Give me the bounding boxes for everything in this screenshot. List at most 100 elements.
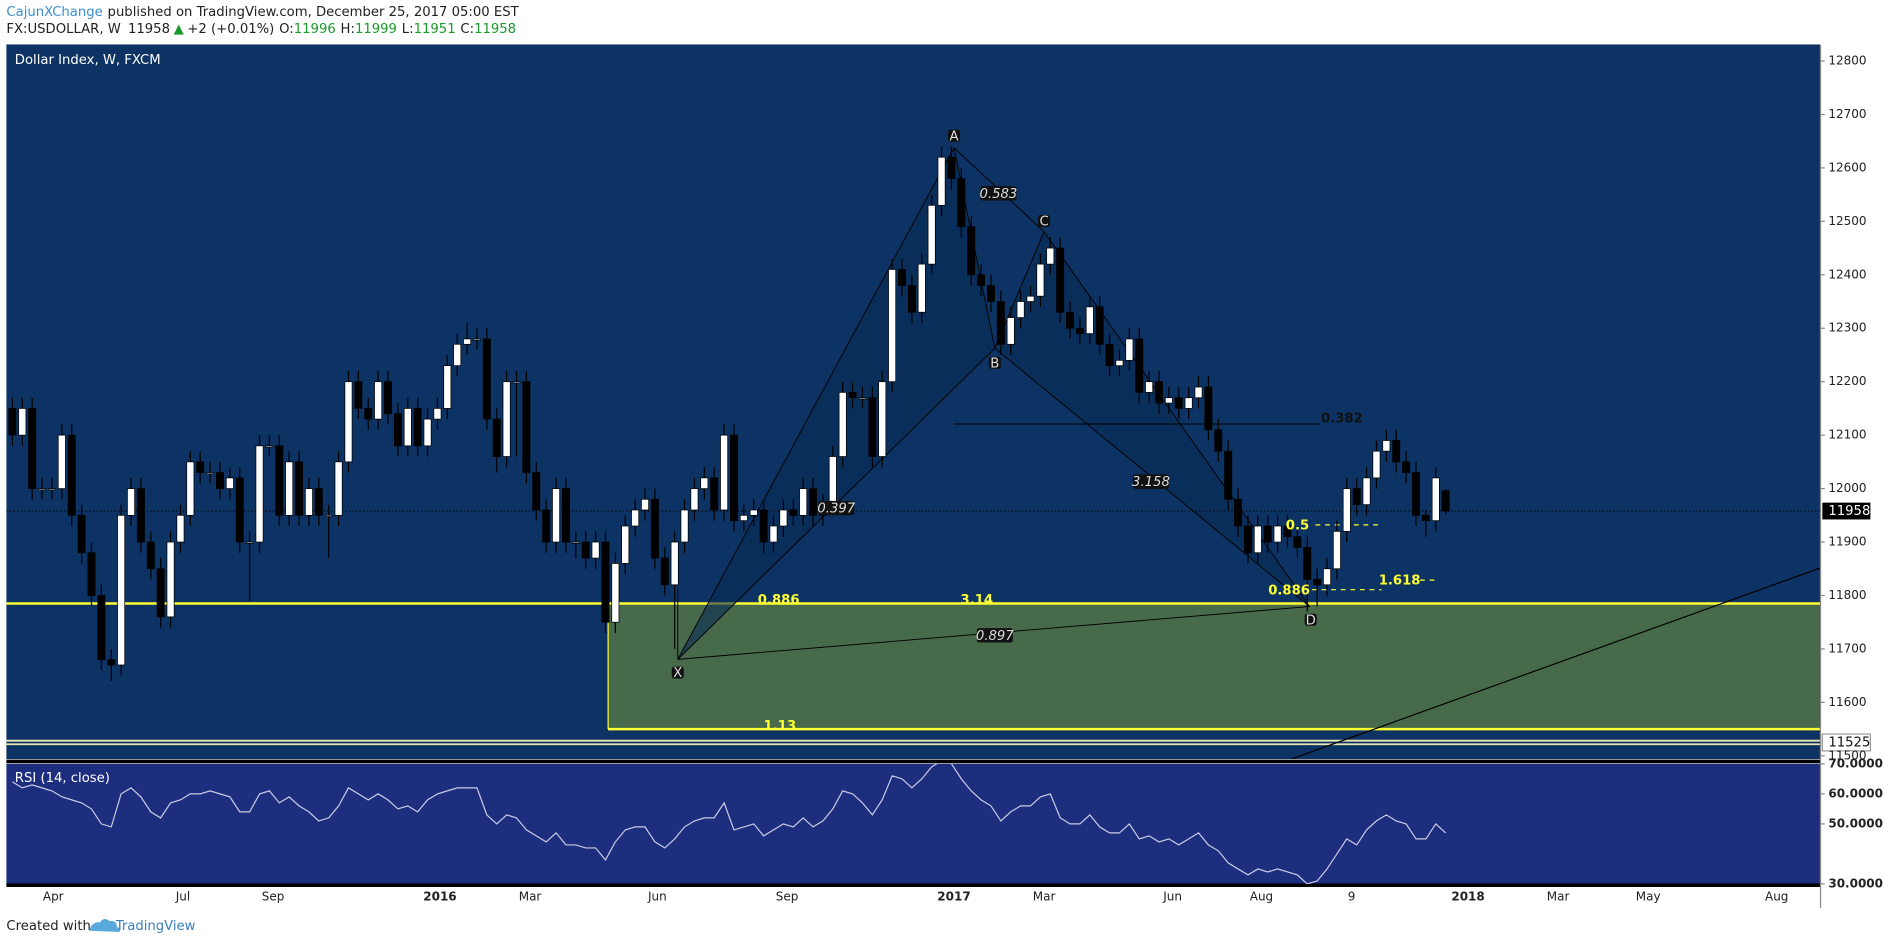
candle-body [354,381,363,409]
candle-body [690,488,699,511]
y-tick-label: 12000 [1828,481,1866,495]
candle-body [1194,386,1203,399]
candle-body [917,263,926,313]
point-label: A [949,129,958,144]
overlay: X A B C D 0.583 3.158 0.397 0.897 0.382 0.5 0.886 1.… [43,129,1871,904]
candle-body [463,338,472,345]
candle-body [1402,461,1411,473]
candle-body [601,541,610,623]
y-tick-label: 11700 [1828,641,1866,655]
candle-body [1323,568,1331,586]
candle-body [710,477,719,511]
candle-body [8,408,17,436]
candle-body [769,525,778,543]
candle-body [1006,317,1015,345]
candle-body [176,514,185,543]
ratio-label: 0.886 [758,593,800,608]
y-tick-label: 11900 [1828,535,1866,549]
point-label: D [1306,613,1316,628]
candle-body [660,557,669,586]
candle-body [1253,525,1262,554]
candle-body [809,488,818,516]
candle-body [255,445,264,543]
y-tick-label: 11800 [1828,588,1866,602]
candle-body [97,595,106,660]
candle-body [334,461,343,516]
x-tick-label: 2016 [423,890,456,904]
x-tick-label: Mar [1547,890,1570,904]
ohlc-value: 11999 [355,22,397,37]
candle-body [522,381,531,473]
chart-title: Dollar Index, W, FXCM [15,53,161,68]
candle-body [1293,536,1302,548]
candle-body [295,461,304,516]
x-tick-label: Jul [175,890,190,904]
candle-body [1372,450,1381,479]
candle-body [47,488,56,491]
candle-body [77,514,86,554]
candle-body [1431,477,1440,522]
candle-body [206,472,215,475]
ratio-badge [1132,474,1169,489]
candle-body [977,274,986,286]
pattern-fill [677,147,995,660]
rsi-tick-label: 60.0000 [1828,786,1883,800]
candle-body [28,408,37,489]
candle-body [1392,440,1401,463]
candle-body [225,477,234,489]
candle-body [1332,530,1341,570]
candle-body [1263,525,1272,543]
candle-body [324,514,333,517]
rsi-panel [6,763,1820,884]
candle-body [730,434,738,522]
candle-body [107,659,116,666]
rsi-line [12,763,1447,884]
candle-body [196,461,205,473]
point-badge [1304,613,1317,626]
x-tick-label: Mar [519,890,542,904]
candle-body [739,514,748,522]
candle-body [650,498,659,559]
candle-body [898,269,906,286]
candle-body [1075,327,1084,334]
candle-body [473,338,481,341]
candle-body [591,541,600,559]
symbol: FX:USDOLLAR, W [6,22,120,37]
candle-body [146,541,155,570]
change: +2 (+0.01%) [187,22,274,37]
pattern-line [677,147,955,660]
candle-body [1313,579,1322,586]
ohlc-label: L: [402,22,414,37]
ratio-label: 0.5 [1286,518,1309,533]
point-badge [948,129,961,142]
candle-body [631,509,640,527]
candle-body [1342,488,1351,532]
candle-body [87,552,96,596]
candle-body [1214,429,1223,452]
point-label: X [673,666,682,681]
candle-body [38,488,47,491]
footer-brand[interactable]: TradingView [115,919,196,934]
candle-body [453,343,462,367]
candle-body [967,226,976,276]
candle-body [492,418,501,457]
candle-body [1046,247,1055,265]
candle-body [245,541,254,544]
rsi-tick-label: 50.0000 [1828,816,1883,830]
candle-body [423,418,432,447]
rsi-title: RSI (14, close) [15,771,110,786]
point-badge [671,666,684,679]
candle-body [1164,397,1173,404]
y-tick-label: 12600 [1828,160,1866,174]
candle-body [1184,397,1193,409]
candle-body [996,301,1005,345]
support-box [1821,733,1871,752]
y-tick-label: 12800 [1828,54,1866,68]
candle-body [838,392,847,457]
y-tick-label: 11500 [1828,748,1866,762]
ratio-badge [976,628,1013,643]
candle-body [1145,381,1154,393]
candle-body [443,365,452,409]
